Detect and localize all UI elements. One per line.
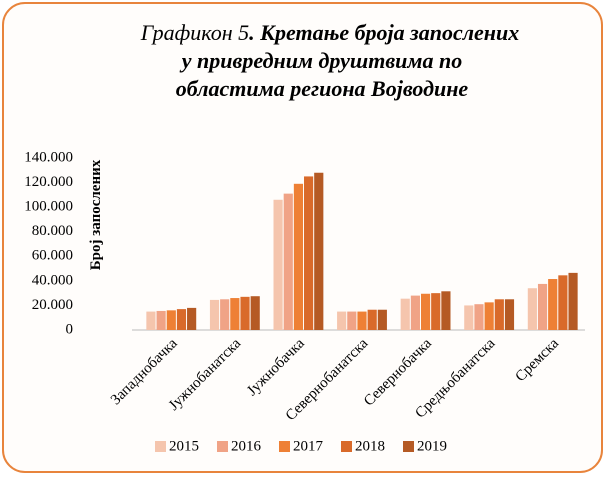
title-line: у привредним друштвима по — [179, 48, 462, 73]
bar — [187, 307, 197, 330]
bar — [283, 193, 293, 330]
y-tick-label: 20.000 — [32, 297, 73, 313]
y-tick-label: 120.000 — [24, 174, 73, 190]
bar — [377, 309, 387, 330]
bar — [357, 311, 367, 330]
bar — [484, 302, 494, 330]
bar — [441, 291, 451, 330]
y-axis-label: Број запослених — [88, 159, 104, 270]
y-tick-label: 80.000 — [32, 223, 73, 239]
legend-label: 2016 — [231, 438, 262, 454]
bar — [146, 311, 156, 330]
bar — [273, 199, 283, 330]
y-tick-label: 60.000 — [32, 248, 73, 264]
bar — [527, 288, 537, 330]
bar — [156, 310, 166, 330]
bar — [220, 299, 230, 330]
legend-label: 2015 — [169, 438, 199, 454]
y-tick-label: 100.000 — [24, 199, 73, 215]
title-number: Графикон 5 — [140, 20, 249, 45]
bar — [410, 295, 420, 330]
y-tick-label: 0 — [66, 321, 74, 337]
bar — [250, 296, 260, 330]
title-line: . Кретање броја запослених — [249, 20, 519, 45]
bar — [176, 309, 187, 330]
bar — [230, 298, 240, 330]
bar — [240, 296, 250, 330]
bar — [400, 298, 410, 330]
bar — [420, 293, 431, 330]
bar — [431, 293, 441, 330]
legend-label: 2018 — [355, 438, 385, 454]
bar — [568, 272, 578, 330]
legend-swatch — [217, 441, 228, 452]
y-tick-label: 140.000 — [24, 149, 73, 165]
bar — [537, 283, 548, 330]
bar — [558, 275, 568, 330]
title-line: областима региона Војводине — [176, 76, 469, 101]
chart-title: Графикон 5. Кретање броја запослених — [140, 20, 520, 45]
legend-swatch — [155, 441, 166, 452]
legend-label: 2019 — [417, 438, 447, 454]
bar — [474, 304, 484, 330]
bar — [337, 311, 347, 330]
bar — [464, 305, 474, 330]
bar — [314, 172, 324, 330]
bar — [166, 310, 176, 330]
bar — [494, 299, 504, 330]
legend-swatch — [403, 441, 414, 452]
bar — [293, 183, 304, 330]
bar — [209, 299, 220, 330]
bar — [504, 299, 515, 330]
legend-swatch — [279, 441, 290, 452]
bar — [548, 279, 558, 330]
bar — [367, 309, 377, 330]
bar — [304, 176, 314, 330]
legend-swatch — [341, 441, 352, 452]
bar — [347, 311, 357, 330]
y-tick-label: 40.000 — [32, 272, 73, 288]
legend-label: 2017 — [293, 438, 324, 454]
